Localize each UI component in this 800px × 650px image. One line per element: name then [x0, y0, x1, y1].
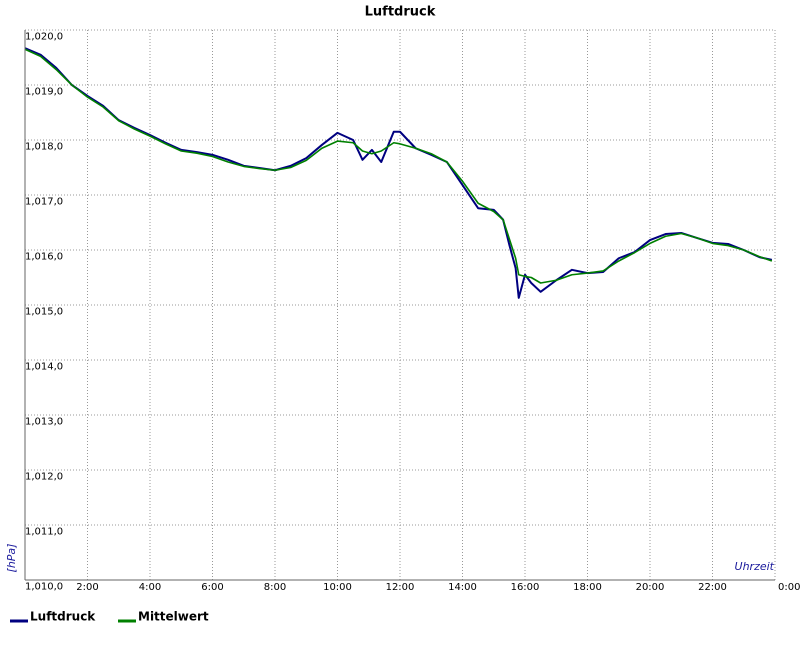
- tick-labels: 1,010,0 1,011,0 1,012,0 1,013,0 1,014,0 1,015…: [25, 31, 800, 593]
- x-tick-label: 0:00: [778, 582, 800, 593]
- y-tick-label: 1,018,0: [25, 141, 63, 152]
- x-tick-label: 18:00: [573, 582, 602, 593]
- chart-title: Luftdruck: [365, 5, 436, 20]
- y-tick-label: 1,017,0: [25, 196, 63, 207]
- x-tick-label: 8:00: [264, 582, 286, 593]
- legend-label: Luftdruck: [30, 610, 96, 624]
- legend: Luftdruck Mittelwert: [10, 610, 209, 624]
- x-tick-label: 10:00: [323, 582, 352, 593]
- y-tick-label: 1,019,0: [25, 86, 63, 97]
- legend-label: Mittelwert: [138, 610, 209, 624]
- y-tick-label: 1,015,0: [25, 306, 63, 317]
- y-axis-label: [hPa]: [5, 544, 18, 573]
- x-tick-label: 14:00: [448, 582, 477, 593]
- x-tick-label: 6:00: [201, 582, 223, 593]
- y-tick-label: 1,012,0: [25, 471, 63, 482]
- y-tick-label: 1,014,0: [25, 361, 63, 372]
- y-tick-label: 1,011,0: [25, 526, 63, 537]
- x-tick-label: 12:00: [386, 582, 415, 593]
- y-tick-label: 1,010,0: [25, 581, 63, 592]
- x-axis-label: Uhrzeit: [735, 560, 775, 573]
- x-tick-label: 16:00: [511, 582, 540, 593]
- y-tick-label: 1,020,0: [25, 31, 63, 42]
- y-tick-label: 1,013,0: [25, 416, 63, 427]
- x-tick-label: 2:00: [76, 582, 98, 593]
- x-tick-label: 22:00: [698, 582, 727, 593]
- x-tick-label: 20:00: [636, 582, 665, 593]
- line-series: [24, 48, 773, 284]
- y-tick-label: 1,016,0: [25, 251, 63, 262]
- plot-lines: [24, 47, 773, 299]
- x-tick-label: 4:00: [139, 582, 161, 593]
